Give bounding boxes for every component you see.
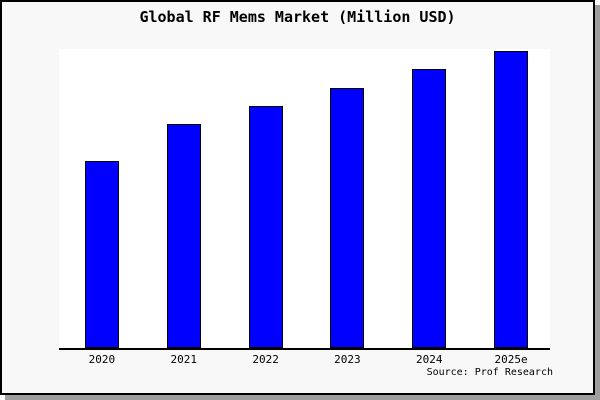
x-tick-label-2022: 2022 [252,353,279,366]
bar-2022 [248,106,283,348]
x-tick-label-2020: 2020 [88,353,116,366]
bar-2025e [494,51,529,348]
chart-frame: Global RF Mems Market (Million USD) 2020… [0,0,595,395]
bar-2021 [166,124,201,348]
x-tick-label-2025e: 2025e [494,353,528,366]
chart-title: Global RF Mems Market (Million USD) [139,8,456,26]
x-tick-label-2024: 2024 [416,353,443,366]
x-tick-label-2021: 2021 [170,353,198,366]
x-axis-labels: 2020 2021 2022 2023 2024 2025e [2,353,593,367]
bar-2020 [84,161,119,348]
source-credit: Source: Prof Research [426,367,553,378]
bar-2023 [330,88,365,348]
x-tick-label-2023: 2023 [334,353,361,366]
plot-area [59,49,550,350]
bar-2024 [412,69,447,348]
